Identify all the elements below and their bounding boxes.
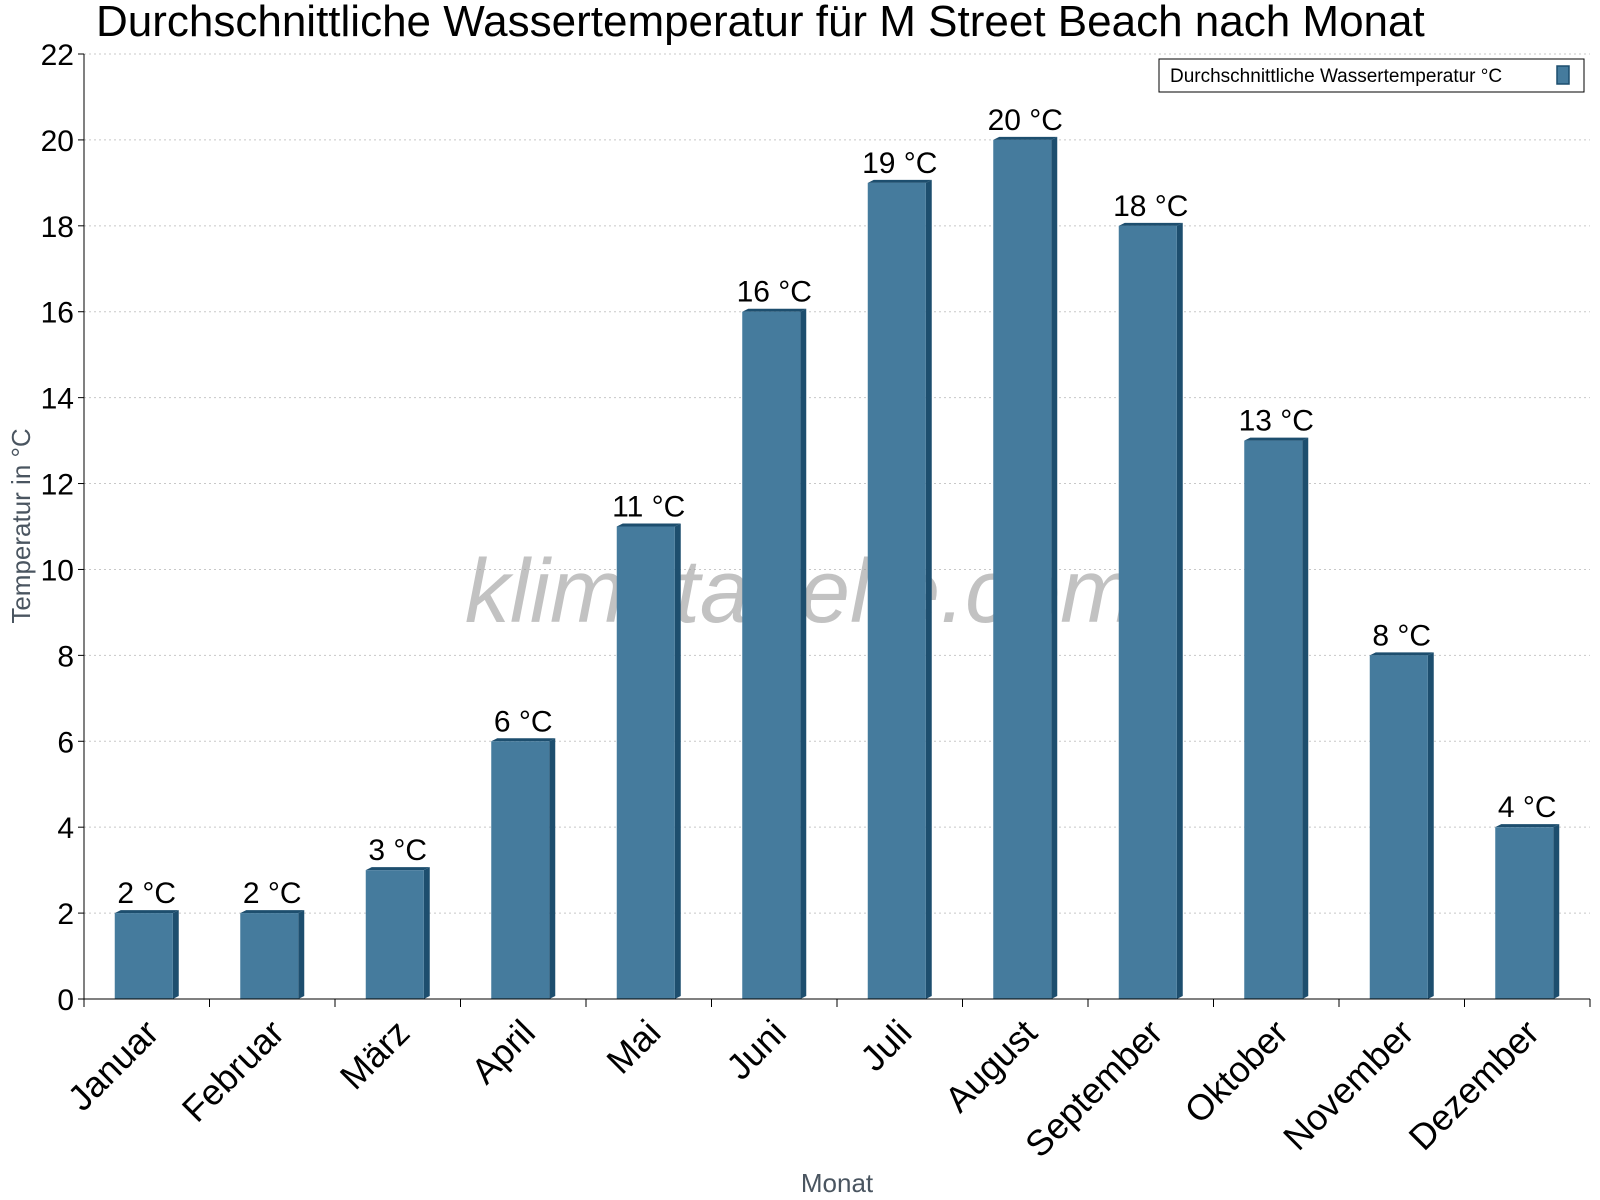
x-tick-label: April xyxy=(463,1012,543,1092)
bar xyxy=(491,741,550,999)
y-tick-label: 8 xyxy=(57,640,74,673)
x-tick-label: Juni xyxy=(718,1012,794,1088)
data-label: 18 °C xyxy=(1113,190,1188,223)
bar-side xyxy=(1553,824,1560,999)
legend-label: Durchschnittliche Wassertemperatur °C xyxy=(1170,66,1502,87)
y-axis-title: Temperatur in °C xyxy=(6,428,36,623)
data-label: 13 °C xyxy=(1239,405,1314,438)
bar-top xyxy=(867,179,932,183)
bar-top xyxy=(240,910,305,914)
x-tick-label: Januar xyxy=(60,1012,167,1119)
x-tick-label: Oktober xyxy=(1176,1012,1296,1132)
legend-box xyxy=(1158,58,1585,93)
bar-top xyxy=(1244,437,1309,441)
bar-top xyxy=(1118,222,1183,226)
bar-top xyxy=(1369,652,1434,656)
bar xyxy=(993,139,1052,1000)
data-label: 4 °C xyxy=(1498,791,1557,824)
x-tick-label: Juli xyxy=(852,1012,919,1079)
data-label: 8 °C xyxy=(1372,619,1431,652)
bar-side xyxy=(1302,437,1309,999)
bar xyxy=(114,913,173,999)
bar xyxy=(616,526,675,999)
y-tick-label: 2 xyxy=(57,898,74,931)
bar-side xyxy=(298,910,305,999)
y-tick-label: 14 xyxy=(41,383,74,416)
y-tick-label: 16 xyxy=(41,297,74,330)
x-tick-label: Dezember xyxy=(1400,1012,1546,1158)
y-tick-label: 12 xyxy=(41,469,74,502)
bar-top xyxy=(365,867,430,871)
legend-swatch xyxy=(1556,65,1570,85)
bar-side xyxy=(1427,652,1434,999)
bar-side xyxy=(423,867,430,999)
x-tick-label: August xyxy=(937,1012,1045,1120)
data-label: 6 °C xyxy=(494,705,553,738)
bar-side xyxy=(1176,222,1183,999)
bar-side xyxy=(925,179,932,999)
chart-title: Durchschnittliche Wassertemperatur für M… xyxy=(96,0,1425,46)
bar-top xyxy=(616,523,681,527)
y-tick-label: 10 xyxy=(41,554,74,587)
data-label: 2 °C xyxy=(117,877,176,910)
x-tick-label: Mai xyxy=(598,1012,668,1082)
x-axis-ticks: Januar Februar März April Mai Juni Juli AugustS… xyxy=(60,999,1591,1166)
x-tick-label: März xyxy=(332,1012,418,1098)
bar xyxy=(742,311,801,999)
x-tick-label: Februar xyxy=(174,1012,292,1130)
bar xyxy=(240,913,299,999)
legend: Durchschnittliche Wassertemperatur °C xyxy=(1158,58,1585,93)
data-label: 16 °C xyxy=(737,276,812,309)
data-label: 11 °C xyxy=(612,491,685,524)
bar-top xyxy=(742,308,807,312)
bar-side xyxy=(800,308,807,999)
x-axis-title: Monat xyxy=(801,1168,874,1198)
y-tick-label: 22 xyxy=(41,39,74,72)
bar-top xyxy=(491,738,556,742)
bar-side xyxy=(674,523,681,999)
bar-top xyxy=(993,136,1058,140)
bar-side xyxy=(549,738,556,999)
bar xyxy=(1369,655,1428,999)
bars xyxy=(114,136,1560,1000)
bar xyxy=(1495,827,1554,999)
data-label: 19 °C xyxy=(862,147,937,180)
y-tick-label: 20 xyxy=(41,125,74,158)
bar-top xyxy=(114,910,179,914)
y-tick-label: 6 xyxy=(57,726,74,759)
data-label: 20 °C xyxy=(988,104,1063,137)
bar xyxy=(867,182,926,999)
data-labels: 2 °C 2 °C 3 °C 6 °C 11 °C 16 °C 19 °C 20 °C 18 °… xyxy=(117,104,1556,910)
grid-lines xyxy=(84,53,1590,914)
x-tick-label: September xyxy=(1017,1012,1171,1166)
x-tick-label: November xyxy=(1275,1012,1421,1158)
bar xyxy=(1118,225,1177,999)
bar xyxy=(1244,440,1303,999)
y-tick-label: 0 xyxy=(57,984,74,1017)
y-tick-label: 4 xyxy=(57,812,74,845)
bar xyxy=(365,870,424,999)
bar-side xyxy=(1051,136,1058,1000)
y-axis-ticks: 0 2 4 6 8 10 12 14 16 18 20 22 xyxy=(41,39,84,1017)
data-label: 3 °C xyxy=(368,834,427,867)
data-label: 2 °C xyxy=(243,877,302,910)
bar-top xyxy=(1495,824,1560,828)
bar-side xyxy=(172,910,179,999)
y-tick-label: 18 xyxy=(41,211,74,244)
